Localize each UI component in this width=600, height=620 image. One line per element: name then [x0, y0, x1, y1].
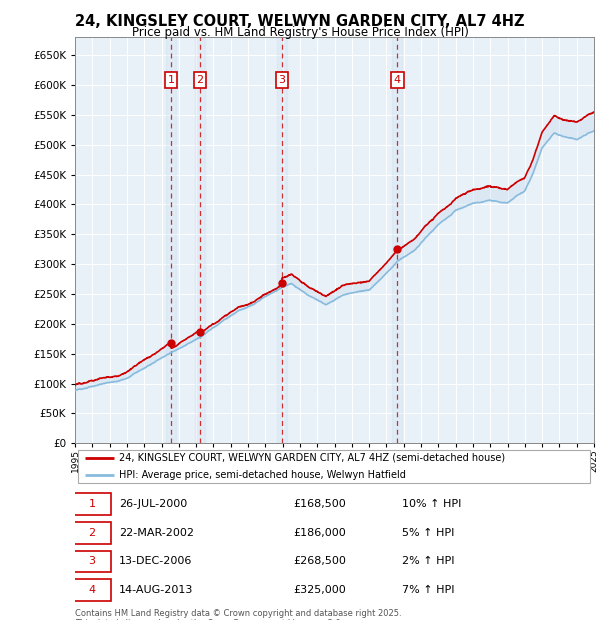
Bar — [392, 37, 403, 443]
FancyBboxPatch shape — [77, 450, 590, 483]
Text: £168,500: £168,500 — [293, 499, 346, 509]
Text: 24, KINGSLEY COURT, WELWYN GARDEN CITY, AL7 4HZ: 24, KINGSLEY COURT, WELWYN GARDEN CITY, … — [75, 14, 525, 29]
Text: 2: 2 — [88, 528, 95, 538]
Text: £325,000: £325,000 — [293, 585, 346, 595]
Text: 4: 4 — [88, 585, 95, 595]
Text: 3: 3 — [278, 75, 286, 85]
Text: 3: 3 — [88, 557, 95, 567]
Text: 2: 2 — [196, 75, 203, 85]
Text: 7% ↑ HPI: 7% ↑ HPI — [402, 585, 454, 595]
FancyBboxPatch shape — [73, 579, 112, 601]
Bar — [195, 37, 205, 443]
Text: 26-JUL-2000: 26-JUL-2000 — [119, 499, 187, 509]
Text: 14-AUG-2013: 14-AUG-2013 — [119, 585, 193, 595]
Text: 22-MAR-2002: 22-MAR-2002 — [119, 528, 194, 538]
Text: 2% ↑ HPI: 2% ↑ HPI — [402, 557, 454, 567]
FancyBboxPatch shape — [73, 551, 112, 572]
Text: 1: 1 — [88, 499, 95, 509]
Text: 4: 4 — [394, 75, 401, 85]
Text: 24, KINGSLEY COURT, WELWYN GARDEN CITY, AL7 4HZ (semi-detached house): 24, KINGSLEY COURT, WELWYN GARDEN CITY, … — [119, 453, 505, 463]
Text: £186,000: £186,000 — [293, 528, 346, 538]
Text: £268,500: £268,500 — [293, 557, 346, 567]
Text: 5% ↑ HPI: 5% ↑ HPI — [402, 528, 454, 538]
Bar — [166, 37, 176, 443]
Text: 10% ↑ HPI: 10% ↑ HPI — [402, 499, 461, 509]
Text: Price paid vs. HM Land Registry's House Price Index (HPI): Price paid vs. HM Land Registry's House … — [131, 26, 469, 39]
Text: Contains HM Land Registry data © Crown copyright and database right 2025.
This d: Contains HM Land Registry data © Crown c… — [75, 609, 401, 620]
Text: HPI: Average price, semi-detached house, Welwyn Hatfield: HPI: Average price, semi-detached house,… — [119, 470, 406, 480]
FancyBboxPatch shape — [73, 522, 112, 544]
Bar — [277, 37, 287, 443]
Text: 1: 1 — [167, 75, 175, 85]
Text: 13-DEC-2006: 13-DEC-2006 — [119, 557, 193, 567]
FancyBboxPatch shape — [73, 494, 112, 515]
